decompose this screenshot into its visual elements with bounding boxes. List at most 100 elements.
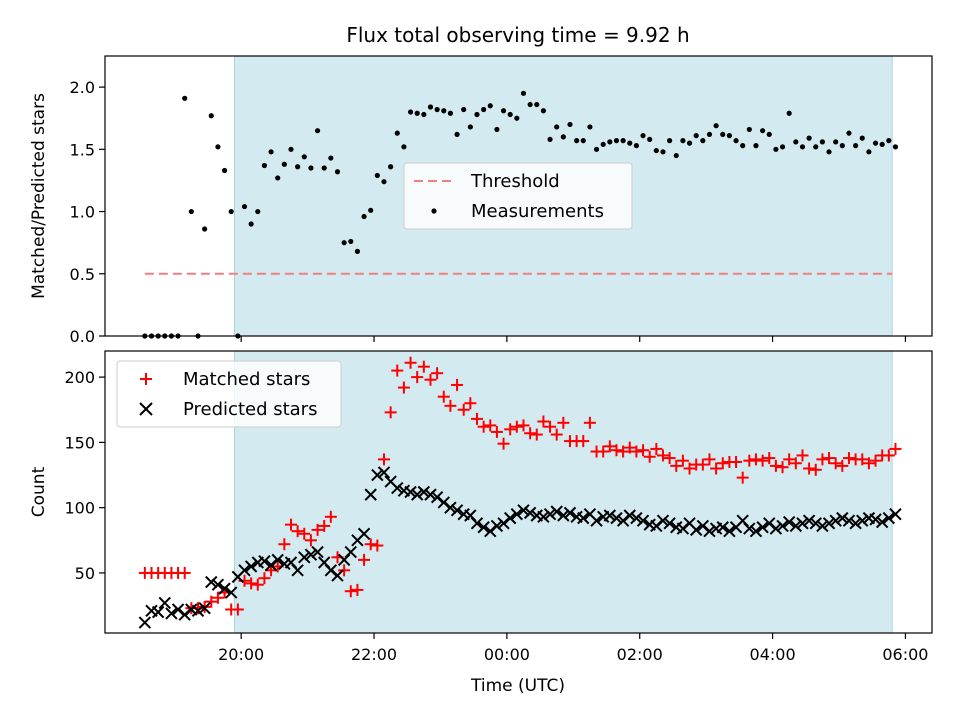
predicted-star-point bbox=[849, 517, 862, 530]
bottom-axes-frame bbox=[104, 350, 933, 634]
matched-star-point bbox=[736, 471, 749, 484]
matched-star-point bbox=[291, 525, 304, 538]
matched-star-point bbox=[749, 453, 762, 466]
predicted-star-point bbox=[191, 604, 205, 618]
predicted-star-point bbox=[198, 601, 211, 615]
matched-star-point bbox=[703, 453, 716, 466]
matched-star-point bbox=[597, 445, 610, 458]
matched-star-point bbox=[796, 449, 809, 462]
predicted-star-point bbox=[676, 522, 690, 535]
matched-star-point bbox=[324, 510, 337, 523]
measurement-point bbox=[567, 121, 573, 128]
matched-star-point bbox=[537, 415, 550, 428]
matched-star-point bbox=[524, 427, 537, 440]
predicted-star-point bbox=[404, 485, 417, 499]
measurement-point bbox=[467, 124, 473, 130]
predicted-star-point bbox=[484, 524, 497, 538]
x-tick-label: 04:00 bbox=[750, 645, 796, 664]
bottom-y-ticks: 50 100 150 200 bbox=[64, 368, 105, 583]
predicted-star-point bbox=[836, 511, 849, 525]
measurement-point bbox=[760, 128, 766, 134]
measurement-point bbox=[314, 128, 321, 134]
matched-star-point bbox=[710, 462, 723, 475]
matched-star-point bbox=[583, 416, 596, 429]
predicted-star-point bbox=[311, 545, 324, 559]
matched-star-point bbox=[477, 420, 490, 433]
predicted-star-point bbox=[703, 524, 716, 538]
measurement-point bbox=[241, 203, 248, 210]
predicted-star-point bbox=[424, 488, 437, 501]
measurement-point bbox=[726, 133, 733, 139]
measurement-point bbox=[786, 110, 792, 116]
bottom-x-ticks: 20:00 22:00 00:00 02:00 04:00 06:00 bbox=[218, 633, 928, 664]
predicted-star-point bbox=[331, 569, 344, 582]
measurement-point bbox=[474, 111, 480, 118]
predicted-star-point bbox=[802, 514, 816, 527]
measurement-point bbox=[268, 149, 274, 155]
measurement-point bbox=[866, 149, 872, 155]
matched-star-point bbox=[298, 527, 311, 540]
predicted-star-point bbox=[417, 485, 431, 499]
matched-star-point bbox=[783, 453, 796, 466]
matched-star-point bbox=[756, 454, 769, 467]
measurement-point bbox=[693, 133, 699, 139]
matched-star-point bbox=[470, 412, 483, 425]
predicted-star-point bbox=[271, 553, 284, 567]
matched-star-point bbox=[550, 428, 563, 441]
matched-star-point bbox=[258, 572, 271, 585]
measurement-point bbox=[388, 164, 394, 170]
predicted-star-point bbox=[550, 505, 563, 518]
predicted-star-point bbox=[856, 514, 869, 527]
x-tick-label: 02:00 bbox=[617, 645, 663, 664]
measurement-point bbox=[500, 108, 507, 114]
predicted-star-point bbox=[377, 466, 391, 479]
measurement-point bbox=[720, 131, 726, 137]
predicted-star-point bbox=[723, 524, 736, 538]
threshold-legend-label: Threshold bbox=[470, 171, 560, 192]
measurement-point bbox=[481, 106, 487, 113]
matched-star-point bbox=[809, 463, 822, 476]
matched-star-point bbox=[431, 367, 444, 380]
predicted-star-point bbox=[557, 509, 570, 522]
measurement-point bbox=[534, 101, 540, 108]
measurement-point bbox=[740, 143, 746, 149]
measurement-point bbox=[261, 162, 268, 169]
measurement-point bbox=[454, 131, 460, 137]
measurement-point bbox=[872, 140, 879, 146]
matched-star-point bbox=[484, 419, 497, 432]
matched-star-point bbox=[869, 454, 882, 467]
measurement-point bbox=[806, 135, 812, 141]
matched-star-point bbox=[889, 442, 902, 455]
predicted-star-point bbox=[610, 511, 623, 525]
predicted-star-point bbox=[437, 496, 450, 509]
matched-star-point bbox=[789, 457, 802, 470]
measurement-point bbox=[487, 103, 493, 109]
predicted-star-point bbox=[782, 515, 796, 529]
x-axis-label: Time (UTC) bbox=[470, 676, 565, 696]
measurement-point bbox=[613, 138, 620, 144]
measurement-point bbox=[593, 146, 600, 152]
predicted-star-point bbox=[364, 488, 377, 501]
measurement-point bbox=[833, 139, 839, 145]
top-axes-frame bbox=[104, 55, 933, 337]
predicted-star-point bbox=[756, 521, 769, 534]
matched-star-point bbox=[544, 420, 557, 433]
predicted-star-point bbox=[344, 545, 357, 559]
matched-star-point bbox=[278, 538, 291, 551]
measurement-point bbox=[600, 141, 606, 147]
measurement-point bbox=[826, 149, 832, 155]
matched-star-point bbox=[603, 440, 616, 453]
predicted-star-point bbox=[875, 515, 889, 529]
matched-star-point bbox=[231, 603, 244, 616]
measurement-point bbox=[507, 111, 513, 118]
matched-star-point bbox=[776, 461, 789, 474]
predicted-star-point bbox=[842, 514, 856, 527]
matched-star-point bbox=[424, 373, 437, 386]
measurement-point bbox=[520, 90, 527, 96]
matched-star-point bbox=[530, 428, 543, 441]
bottom-y-axis-label: Count bbox=[29, 466, 49, 517]
measurement-point bbox=[680, 138, 686, 144]
matched-star-point bbox=[610, 444, 623, 457]
